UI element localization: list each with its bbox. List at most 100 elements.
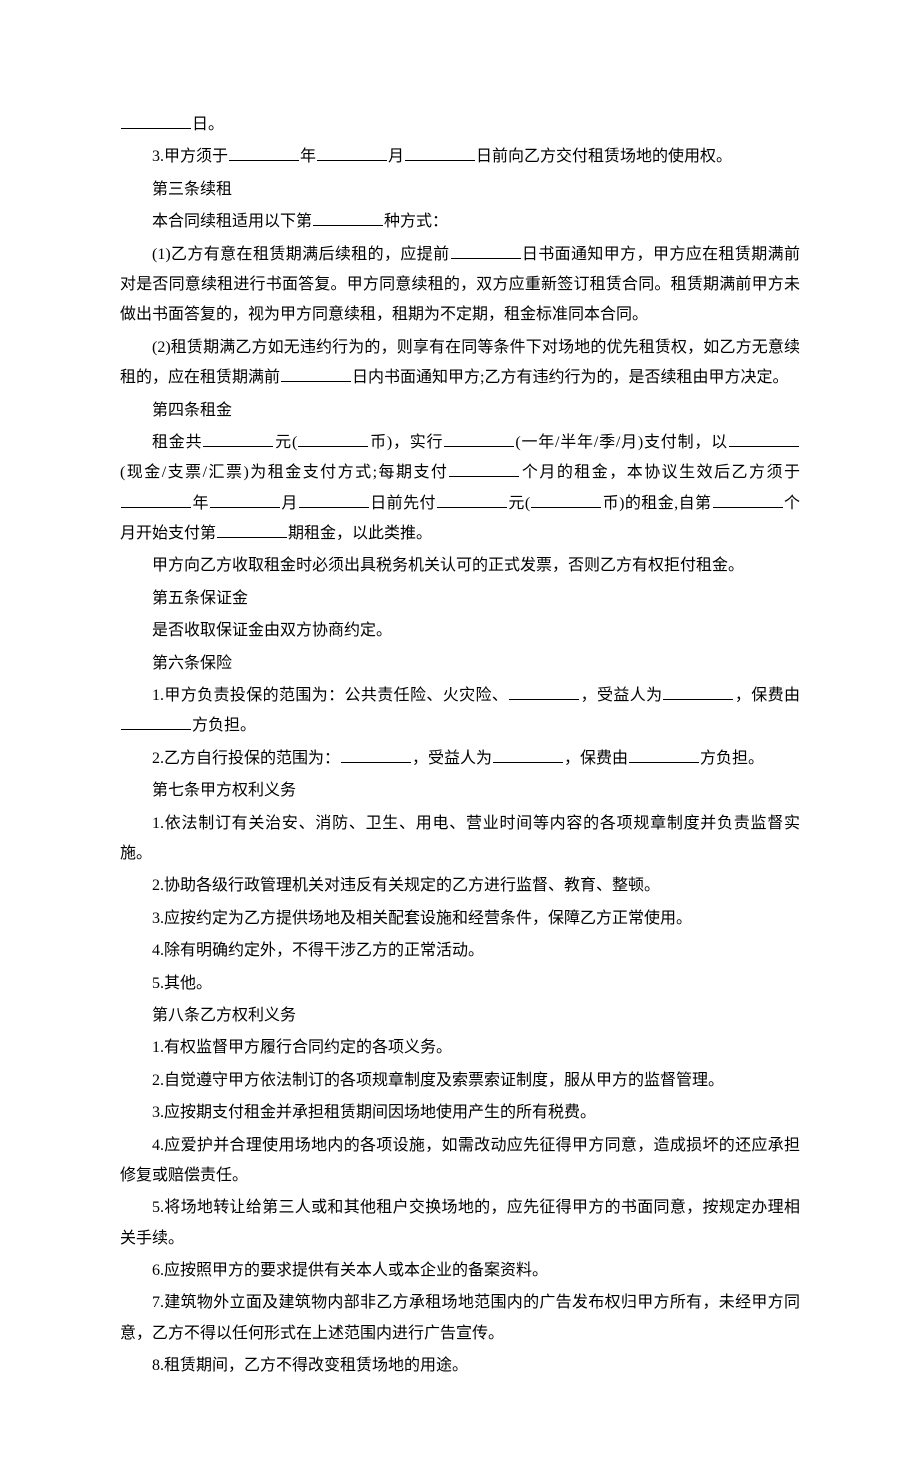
text-run: 1.有权监督甲方履行合同约定的各项义务。: [152, 1039, 452, 1056]
text-run: 第五条保证金: [152, 590, 248, 607]
paragraph: 第四条租金: [120, 396, 800, 426]
fill-blank: [121, 713, 191, 731]
text-run: 第三条续租: [152, 181, 232, 198]
fill-blank: [663, 682, 733, 700]
paragraph: 2.乙方自行投保的范围为： ，受益人为 ，保费由 方负担。: [120, 744, 800, 774]
text-run: 方负担。: [700, 750, 764, 767]
paragraph: 第八条乙方权利义务: [120, 1001, 800, 1031]
paragraph: 租金共元(币)，实行(一年/半年/季/月)支付制，以(现金/支票/汇票)为租金支…: [120, 428, 800, 550]
fill-blank: [299, 490, 369, 508]
paragraph: 1.依法制订有关治安、消防、卫生、用电、营业时间等内容的各项规章制度并负责监督实…: [120, 809, 800, 870]
fill-blank: [437, 490, 507, 508]
fill-blank: [217, 520, 287, 538]
paragraph: 8.租赁期间，乙方不得改变租赁场地的用途。: [120, 1351, 800, 1381]
text-run: 第四条租金: [152, 402, 232, 419]
text-run: 种方式：: [384, 213, 448, 230]
text-run: 5.将场地转让给第三人或和其他租户交换场地的，应先征得甲方的书面同意，按规定办理…: [120, 1199, 800, 1246]
text-run: 6.应按照甲方的要求提供有关本人或本企业的备案资料。: [152, 1262, 548, 1279]
paragraph: 第五条保证金: [120, 584, 800, 614]
text-run: ，保费由: [564, 750, 628, 767]
text-run: 个月的租金，本协议生效后乙方须于: [520, 464, 800, 481]
text-run: 日前先付: [370, 495, 436, 512]
paragraph: 甲方向乙方收取租金时必须出具税务机关认可的正式发票，否则乙方有权拒付租金。: [120, 551, 800, 581]
paragraph: 3.应按期支付租金并承担租赁期间因场地使用产生的所有税费。: [120, 1098, 800, 1128]
text-run: 币)的租金,自第: [602, 495, 711, 512]
paragraph: 日。: [120, 110, 800, 140]
document-body: 日。3.甲方须于年月日前向乙方交付租赁场地的使用权。第三条续租本合同续租适用以下…: [120, 110, 800, 1382]
text-run: 2.乙方自行投保的范围为：: [152, 750, 340, 767]
text-run: 日内书面通知甲方;乙方有违约行为的，是否续租由甲方决定。: [352, 369, 788, 386]
text-run: 元(: [508, 495, 530, 512]
paragraph: 是否收取保证金由双方协商约定。: [120, 616, 800, 646]
paragraph: 1.有权监督甲方履行合同约定的各项义务。: [120, 1033, 800, 1063]
fill-blank: [713, 490, 783, 508]
fill-blank: [341, 745, 411, 763]
paragraph: 6.应按照甲方的要求提供有关本人或本企业的备案资料。: [120, 1256, 800, 1286]
text-run: 4.除有明确约定外，不得干涉乙方的正常活动。: [152, 942, 484, 959]
text-run: 4.应爱护并合理使用场地内的各项设施，如需改动应先征得甲方同意，造成损坏的还应承…: [120, 1137, 800, 1184]
fill-blank: [405, 144, 475, 162]
text-run: 1.依法制订有关治安、消防、卫生、用电、营业时间等内容的各项规章制度并负责监督实…: [120, 815, 800, 862]
paragraph: 本合同续租适用以下第 种方式：: [120, 207, 800, 237]
paragraph: 7.建筑物外立面及建筑物内部非乙方承租场地范围内的广告发布权归甲方所有，未经甲方…: [120, 1288, 800, 1349]
text-run: (现金/支票/汇票)为租金支付方式;每期支付: [120, 464, 448, 481]
paragraph: 3.甲方须于 年 月 日前向乙方交付租赁场地的使用权。: [120, 142, 800, 172]
paragraph: 2.协助各级行政管理机关对违反有关规定的乙方进行监督、教育、整顿。: [120, 871, 800, 901]
paragraph: (1)乙方有意在租赁期满后续租的，应提前日书面通知甲方，甲方应在租赁期满前对是否…: [120, 240, 800, 331]
paragraph: 4.除有明确约定外，不得干涉乙方的正常活动。: [120, 936, 800, 966]
text-run: 月: [388, 148, 404, 165]
fill-blank: [629, 745, 699, 763]
paragraph: 4.应爱护并合理使用场地内的各项设施，如需改动应先征得甲方同意，造成损坏的还应承…: [120, 1131, 800, 1192]
text-run: (一年/半年/季/月)支付制，以: [515, 434, 728, 451]
text-run: 2.自觉遵守甲方依法制订的各项规章制度及索票索证制度，服从甲方的监督管理。: [152, 1072, 724, 1089]
paragraph: 第六条保险: [120, 649, 800, 679]
fill-blank: [298, 429, 368, 447]
text-run: 是否收取保证金由双方协商约定。: [152, 622, 392, 639]
fill-blank: [444, 429, 514, 447]
text-run: (1)乙方有意在租赁期满后续租的，应提前: [152, 246, 450, 263]
text-run: 日。: [192, 116, 224, 133]
fill-blank: [210, 490, 280, 508]
text-run: 期租金，以此类推。: [288, 525, 432, 542]
text-run: 3.甲方须于: [152, 148, 228, 165]
fill-blank: [451, 241, 521, 259]
text-run: 日前向乙方交付租赁场地的使用权。: [476, 148, 732, 165]
text-run: 3.应按约定为乙方提供场地及相关配套设施和经营条件，保障乙方正常使用。: [152, 910, 692, 927]
fill-blank: [313, 209, 383, 227]
fill-blank: [229, 144, 299, 162]
fill-blank: [203, 429, 273, 447]
text-run: 本合同续租适用以下第: [152, 213, 312, 230]
paragraph: (2)租赁期满乙方如无违约行为的，则享有在同等条件下对场地的优先租赁权，如乙方无…: [120, 333, 800, 394]
fill-blank: [531, 490, 601, 508]
text-run: 第六条保险: [152, 655, 232, 672]
paragraph: 5.其他。: [120, 969, 800, 999]
paragraph: 3.应按约定为乙方提供场地及相关配套设施和经营条件，保障乙方正常使用。: [120, 904, 800, 934]
text-run: 2.协助各级行政管理机关对违反有关规定的乙方进行监督、教育、整顿。: [152, 877, 660, 894]
text-run: 1.甲方负责投保的范围为：公共责任险、火灾险、: [152, 687, 508, 704]
fill-blank: [281, 365, 351, 383]
fill-blank: [509, 682, 579, 700]
fill-blank: [121, 111, 191, 129]
paragraph: 2.自觉遵守甲方依法制订的各项规章制度及索票索证制度，服从甲方的监督管理。: [120, 1066, 800, 1096]
text-run: 币)，实行: [369, 434, 443, 451]
fill-blank: [449, 460, 519, 478]
text-run: 5.其他。: [152, 975, 212, 992]
paragraph: 1.甲方负责投保的范围为：公共责任险、火灾险、，受益人为，保费由方负担。: [120, 681, 800, 742]
text-run: 8.租赁期间，乙方不得改变租赁场地的用途。: [152, 1357, 468, 1374]
fill-blank: [729, 429, 799, 447]
text-run: ，受益人为: [412, 750, 492, 767]
fill-blank: [317, 144, 387, 162]
fill-blank: [493, 745, 563, 763]
text-run: 月: [281, 495, 298, 512]
fill-blank: [121, 490, 191, 508]
paragraph: 5.将场地转让给第三人或和其他租户交换场地的，应先征得甲方的书面同意，按规定办理…: [120, 1193, 800, 1254]
paragraph: 第七条甲方权利义务: [120, 776, 800, 806]
text-run: 年: [192, 495, 209, 512]
text-run: 年: [300, 148, 316, 165]
paragraph: 第三条续租: [120, 175, 800, 205]
text-run: 元(: [274, 434, 297, 451]
text-run: ，保费由: [734, 687, 800, 704]
text-run: 第七条甲方权利义务: [152, 782, 296, 799]
text-run: 租金共: [152, 434, 202, 451]
text-run: ，受益人为: [580, 687, 662, 704]
